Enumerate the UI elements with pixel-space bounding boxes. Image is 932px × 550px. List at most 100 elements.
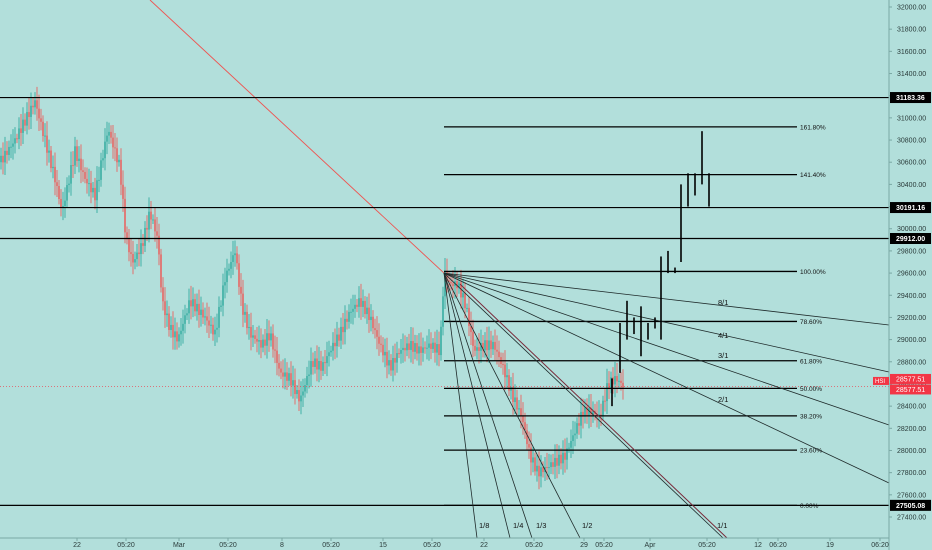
- candle-body: [540, 467, 542, 477]
- candle-body: [228, 268, 230, 271]
- candle-body: [464, 293, 466, 309]
- candle-body: [66, 185, 68, 201]
- fan-line[interactable]: [443, 272, 890, 426]
- candle-body: [486, 340, 488, 351]
- candle-body: [326, 356, 328, 364]
- price-tick-label: 27600.00: [897, 492, 926, 499]
- candle-body: [482, 342, 484, 351]
- candle-body: [88, 183, 90, 185]
- candle-body: [480, 342, 482, 351]
- fan-line[interactable]: [443, 273, 478, 539]
- time-tick-label: Mar: [173, 542, 186, 549]
- candle-body: [452, 283, 454, 287]
- gann-fan[interactable]: 8/1 4/1 3/1 2/1 1/8 1/4 1/3 1/2 1/1: [443, 272, 890, 539]
- candle-body: [76, 146, 78, 161]
- candle-body: [392, 357, 394, 371]
- fan-line[interactable]: [443, 272, 511, 539]
- candle-body: [612, 377, 614, 385]
- time-axis[interactable]: 22 05:20 Mar 05:20 8 05:20 15 05:20 22 05:20 29 05:…: [73, 538, 889, 549]
- level-price-box: [890, 499, 931, 511]
- level-price-label: 29912.00: [896, 236, 925, 243]
- candle-body: [14, 138, 16, 144]
- candle-body: [578, 423, 580, 426]
- candle-body: [462, 293, 464, 298]
- fan-line[interactable]: [443, 272, 724, 539]
- candle-body: [384, 351, 386, 356]
- trendline[interactable]: [149, 0, 445, 274]
- candle-body: [214, 329, 216, 335]
- candle-body: [378, 336, 380, 344]
- fib-level-label: 161.80%: [800, 124, 826, 131]
- price-tick-label: 30600.00: [897, 160, 926, 167]
- candle-body: [162, 287, 164, 302]
- last-price-box: [890, 384, 931, 395]
- candle-body: [344, 318, 346, 333]
- candle-body: [306, 376, 308, 386]
- candle-body: [506, 375, 508, 378]
- candle-body: [160, 254, 162, 288]
- candle-body: [370, 316, 372, 321]
- fib-level-label: 50.00%: [800, 386, 822, 393]
- candle-body: [92, 187, 94, 193]
- candle-body: [328, 352, 330, 357]
- candle-body: [126, 232, 128, 240]
- candle-body: [68, 183, 70, 186]
- last-price-label: 28577.51: [896, 387, 925, 394]
- candle-body: [28, 112, 30, 117]
- candle-body: [86, 178, 88, 184]
- candle-body: [200, 309, 202, 315]
- fan-line[interactable]: [443, 272, 581, 539]
- candle-body: [336, 334, 338, 347]
- candle-body: [438, 344, 440, 356]
- candle-body: [264, 339, 266, 346]
- candle-body: [104, 141, 106, 159]
- candle-body: [98, 179, 100, 181]
- candle-body: [602, 400, 604, 417]
- candle-body: [404, 347, 406, 351]
- candle-body: [586, 406, 588, 417]
- candle-body: [312, 361, 314, 367]
- candle-body: [182, 323, 184, 331]
- level-price-box: [890, 92, 931, 104]
- candle-body: [210, 324, 212, 326]
- candle-body: [478, 347, 480, 351]
- candle-body: [588, 407, 590, 417]
- candle-body: [78, 158, 80, 161]
- fan-line[interactable]: [443, 272, 890, 326]
- candle-body: [546, 467, 548, 469]
- candle-body: [204, 316, 206, 318]
- candle-body: [426, 347, 428, 349]
- time-tick-label: 05:20: [525, 542, 543, 549]
- candle-body: [80, 158, 82, 171]
- candle-body: [244, 311, 246, 315]
- candle-body: [492, 341, 494, 350]
- time-tick-label: 22: [73, 542, 81, 549]
- fan-line[interactable]: [443, 272, 890, 484]
- candle-body: [186, 313, 188, 316]
- candle-body: [280, 368, 282, 373]
- time-tick-label: 22: [480, 542, 488, 549]
- fan-line[interactable]: [459, 283, 728, 539]
- candle-body: [292, 380, 294, 386]
- candle-body: [22, 119, 24, 133]
- candle-body: [290, 373, 292, 386]
- projection-bars: [611, 131, 710, 407]
- candle-body: [84, 171, 86, 179]
- last-price-box: [890, 373, 931, 384]
- candle-body: [24, 119, 26, 126]
- candle-body: [246, 311, 248, 329]
- price-axis[interactable]: 32000.0031800.0031600.0031400.0031200.00…: [889, 0, 932, 550]
- candle-body: [232, 255, 234, 263]
- candle-body: [386, 351, 388, 366]
- time-tick-label: 05:20: [423, 542, 441, 549]
- candle-body: [240, 286, 242, 294]
- fan-ratio-label: 1/3: [536, 521, 546, 530]
- fan-line[interactable]: [443, 272, 890, 373]
- candle-body: [522, 416, 524, 423]
- fan-line[interactable]: [443, 272, 533, 539]
- candle-body: [380, 343, 382, 345]
- drawings[interactable]: 0.00% 23.60% 38.20% 50.00% 61.80% 78.60% 100.0…: [0, 0, 889, 510]
- candle-body: [474, 345, 476, 351]
